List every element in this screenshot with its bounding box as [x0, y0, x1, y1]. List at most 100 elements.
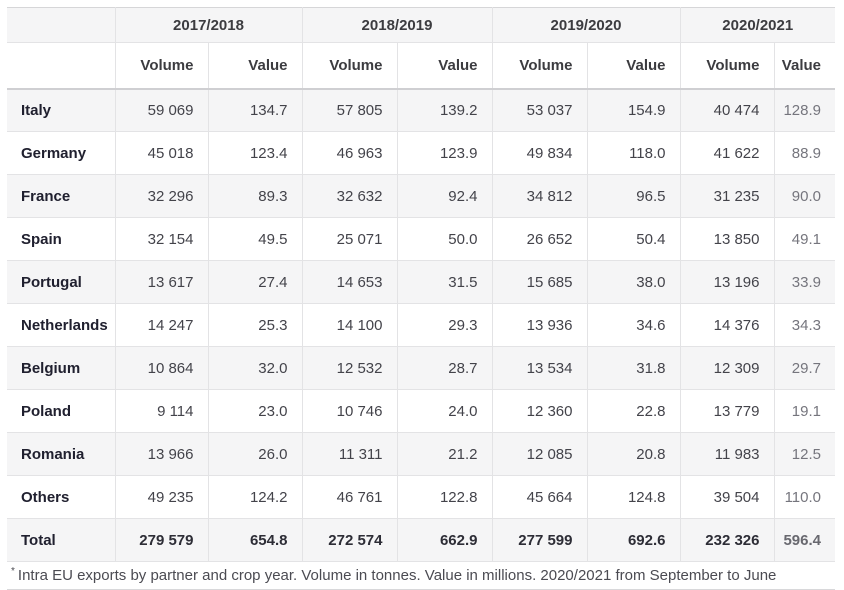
table-row-total: Total 279 579 654.8 272 574 662.9 277 599 692.… [7, 518, 835, 562]
volume-cell: 13 936 [491, 303, 588, 347]
volume-header: Volume [679, 42, 775, 90]
volume-cell: 14 653 [301, 260, 398, 304]
volume-cell: 25 071 [301, 217, 398, 261]
volume-cell: 32 296 [114, 174, 209, 218]
table-body: Italy 59 069 134.7 57 805 139.2 53 037 154.9 40… [7, 88, 835, 562]
table-row-netherlands: Netherlands 14 247 25.3 14 100 29.3 13 936 34.… [7, 303, 835, 347]
value-cell: 154.9 [586, 88, 681, 132]
value-cell: 38.0 [586, 260, 681, 304]
value-cell: 31.8 [586, 346, 681, 390]
volume-cell: 279 579 [114, 518, 209, 562]
year-header-2017-2018: 2017/2018 [114, 7, 303, 43]
volume-cell: 13 966 [114, 432, 209, 476]
value-cell: 50.4 [586, 217, 681, 261]
row-label: Poland [7, 389, 116, 433]
value-header: Value [207, 42, 303, 90]
value-cell: 22.8 [586, 389, 681, 433]
table-row-italy: Italy 59 069 134.7 57 805 139.2 53 037 154.9 40… [7, 88, 835, 132]
row-label: Italy [7, 88, 116, 132]
volume-cell: 14 376 [679, 303, 775, 347]
table-row-poland: Poland 9 114 23.0 10 746 24.0 12 360 22.8 13 77… [7, 389, 835, 433]
value-cell: 27.4 [207, 260, 303, 304]
volume-cell: 10 746 [301, 389, 398, 433]
value-header: Value [773, 42, 835, 90]
exports-table: 2017/2018 2018/2019 2019/2020 2020/2021 … [7, 7, 835, 562]
value-cell: 122.8 [396, 475, 493, 519]
value-cell: 88.9 [773, 131, 835, 175]
volume-cell: 13 779 [679, 389, 775, 433]
value-cell: 34.3 [773, 303, 835, 347]
volume-cell: 31 235 [679, 174, 775, 218]
value-header: Value [586, 42, 681, 90]
table-row-belgium: Belgium 10 864 32.0 12 532 28.7 13 534 31.8 12 … [7, 346, 835, 390]
row-label: Netherlands [7, 303, 116, 347]
volume-cell: 45 018 [114, 131, 209, 175]
volume-cell: 13 850 [679, 217, 775, 261]
volume-cell: 32 632 [301, 174, 398, 218]
volume-cell: 13 534 [491, 346, 588, 390]
row-label: Others [7, 475, 116, 519]
volume-cell: 13 617 [114, 260, 209, 304]
row-label: Germany [7, 131, 116, 175]
volume-cell: 272 574 [301, 518, 398, 562]
value-cell: 96.5 [586, 174, 681, 218]
value-cell: 128.9 [773, 88, 835, 132]
value-cell: 110.0 [773, 475, 835, 519]
volume-cell: 15 685 [491, 260, 588, 304]
row-label: Romania [7, 432, 116, 476]
value-cell: 24.0 [396, 389, 493, 433]
value-cell: 26.0 [207, 432, 303, 476]
volume-cell: 39 504 [679, 475, 775, 519]
volume-cell: 53 037 [491, 88, 588, 132]
value-cell: 139.2 [396, 88, 493, 132]
volume-cell: 12 532 [301, 346, 398, 390]
value-cell: 123.9 [396, 131, 493, 175]
row-label: Belgium [7, 346, 116, 390]
table-row-romania: Romania 13 966 26.0 11 311 21.2 12 085 20.8 11 … [7, 432, 835, 476]
table-row-portugal: Portugal 13 617 27.4 14 653 31.5 15 685 38.0 13… [7, 260, 835, 304]
volume-cell: 34 812 [491, 174, 588, 218]
value-cell: 28.7 [396, 346, 493, 390]
table-head: 2017/2018 2018/2019 2019/2020 2020/2021 … [7, 7, 835, 90]
volume-cell: 11 983 [679, 432, 775, 476]
volume-header: Volume [114, 42, 209, 90]
value-cell: 20.8 [586, 432, 681, 476]
volume-cell: 14 100 [301, 303, 398, 347]
value-cell: 21.2 [396, 432, 493, 476]
value-cell: 596.4 [773, 518, 835, 562]
value-cell: 90.0 [773, 174, 835, 218]
volume-cell: 59 069 [114, 88, 209, 132]
volume-header: Volume [491, 42, 588, 90]
volume-header: Volume [301, 42, 398, 90]
year-header-2019-2020: 2019/2020 [491, 7, 681, 43]
value-cell: 118.0 [586, 131, 681, 175]
volume-cell: 45 664 [491, 475, 588, 519]
row-label: France [7, 174, 116, 218]
volume-cell: 26 652 [491, 217, 588, 261]
corner-cell [7, 42, 116, 90]
table-row-spain: Spain 32 154 49.5 25 071 50.0 26 652 50.4 13 85… [7, 217, 835, 261]
volume-cell: 41 622 [679, 131, 775, 175]
volume-cell: 277 599 [491, 518, 588, 562]
table-row-france: France 32 296 89.3 32 632 92.4 34 812 96.5 31 2… [7, 174, 835, 218]
value-cell: 654.8 [207, 518, 303, 562]
volume-cell: 9 114 [114, 389, 209, 433]
value-cell: 31.5 [396, 260, 493, 304]
volume-cell: 10 864 [114, 346, 209, 390]
row-label: Portugal [7, 260, 116, 304]
row-label: Spain [7, 217, 116, 261]
value-cell: 89.3 [207, 174, 303, 218]
volume-cell: 13 196 [679, 260, 775, 304]
volume-cell: 49 834 [491, 131, 588, 175]
value-cell: 33.9 [773, 260, 835, 304]
value-cell: 49.5 [207, 217, 303, 261]
value-cell: 124.2 [207, 475, 303, 519]
value-cell: 25.3 [207, 303, 303, 347]
volume-cell: 57 805 [301, 88, 398, 132]
value-cell: 12.5 [773, 432, 835, 476]
footnote-text: Intra EU exports by partner and crop yea… [17, 567, 777, 584]
value-cell: 29.7 [773, 346, 835, 390]
value-cell: 34.6 [586, 303, 681, 347]
volume-cell: 14 247 [114, 303, 209, 347]
